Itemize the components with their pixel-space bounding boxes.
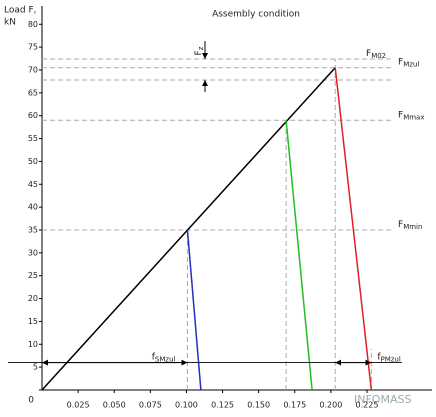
reference-label: FMmax [398, 110, 424, 122]
y-tick-label: 35 [28, 226, 38, 235]
x-tick-label: 0.075 [139, 401, 162, 410]
reference-label-main: F [366, 49, 371, 59]
reference-label: FM02 [366, 49, 386, 61]
reference-label-main: F [398, 110, 403, 120]
y-tick-label: 0 [28, 396, 34, 406]
fz-label-main: F [194, 50, 204, 55]
reference-label-sub: Mmin [403, 223, 422, 231]
reference-label: FMzul [398, 57, 419, 69]
data-line [41, 67, 336, 391]
reference-label-main: F [398, 220, 403, 230]
y-tick-label: 65 [28, 88, 38, 97]
data-line [285, 120, 313, 391]
dimension-label: fSMzul [152, 352, 176, 364]
x-tick-label: 0.025 [67, 401, 90, 410]
fz-label-sub: z [197, 46, 205, 50]
reference-label: FMmin [398, 220, 422, 232]
x-tick-label: 0.100 [175, 401, 198, 410]
reference-label-sub: Mmax [403, 113, 424, 121]
data-line [334, 67, 373, 391]
dimension-label: fPMzul [377, 352, 401, 364]
x-tick-label: 0.125 [211, 401, 234, 410]
y-tick-label: 40 [28, 203, 38, 212]
reference-label-main: F [398, 57, 403, 67]
y-tick-label: 30 [28, 248, 38, 257]
y-tick-label: 20 [28, 294, 38, 303]
y-tick-label: 60 [28, 111, 38, 120]
y-tick-label: 80 [28, 20, 38, 29]
y-tick-label: 45 [28, 180, 38, 189]
x-tick-label: 0.150 [247, 401, 270, 410]
x-tick-label: 0.225 [356, 401, 379, 410]
y-tick-label: 55 [28, 134, 38, 143]
x-tick-label: 0.200 [319, 401, 342, 410]
reference-label-sub: M02 [371, 52, 386, 60]
x-tick-label: 0.175 [283, 401, 306, 410]
fz-label: Fz [194, 46, 206, 55]
dimension-label-main: f [152, 352, 156, 362]
y-tick-label: 25 [28, 271, 38, 280]
reference-label-sub: Mzul [403, 61, 419, 69]
dimension-label-sub: SMzul [155, 356, 176, 364]
y-tick-label: 5 [33, 363, 38, 372]
y-tick-label: 50 [28, 157, 38, 166]
y-tick-label: 15 [28, 317, 38, 326]
data-line [186, 229, 202, 391]
dimension-label-main: f [377, 352, 381, 362]
x-tick-label: 0.050 [103, 401, 126, 410]
chart-title: Assembly condition [212, 10, 300, 20]
y-axis-label: Load F, [4, 6, 37, 16]
y-tick-label: 70 [28, 66, 38, 75]
y-tick-label: 75 [28, 43, 38, 52]
watermark: INFOMASS [354, 393, 411, 406]
dimension-label-sub: PMzul [381, 356, 401, 364]
y-tick-label: 10 [28, 340, 38, 349]
y-axis-label: kN [4, 18, 16, 28]
